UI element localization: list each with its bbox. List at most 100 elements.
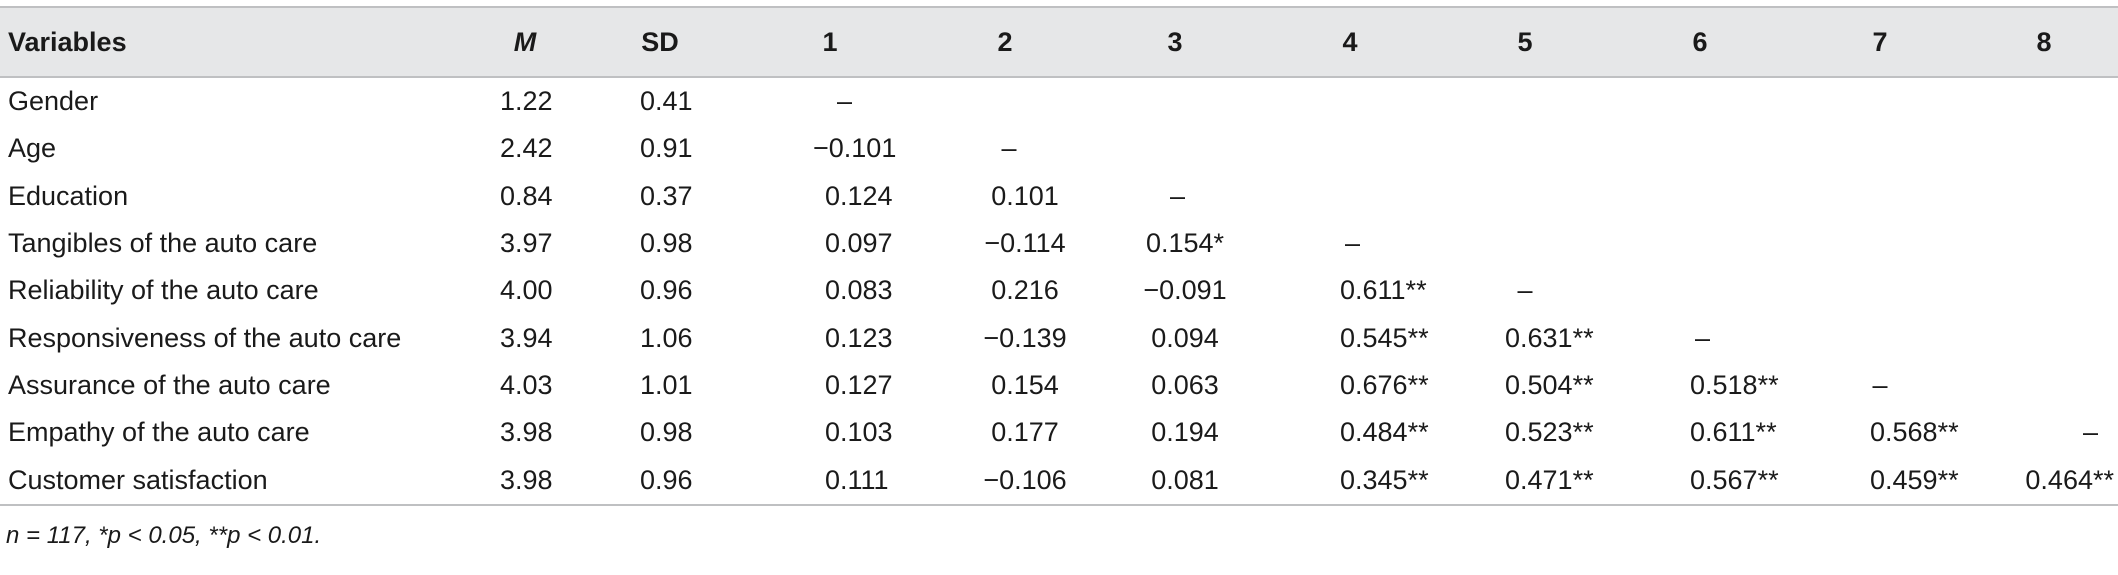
mean-cell: 3.98 — [500, 417, 553, 448]
sd-cell: 0.98 — [640, 417, 693, 448]
correlation-cell-5: 0.631** — [1505, 322, 1594, 353]
mean-cell: 1.22 — [500, 86, 553, 117]
correlation-cell-1: 0.083 — [825, 275, 893, 306]
correlation-cell-4 — [1260, 77, 1440, 125]
correlation-cell-6: 0.567** — [1610, 456, 1790, 506]
correlation-cell-8 — [1970, 362, 2118, 409]
mean-cell: 3.97 — [500, 228, 553, 259]
correlation-cell-6: – — [1694, 322, 1711, 353]
correlation-cell-5: – — [1517, 275, 1533, 306]
table-footnote: n = 117, *p < 0.05, **p < 0.01. — [6, 521, 322, 549]
mean-cell: 2.42 — [500, 133, 553, 164]
table-header: Variables M SD 1 2 3 4 5 6 7 8 — [0, 6, 2118, 78]
sd-cell: 0.96 — [640, 275, 693, 306]
header-col-1: 1 — [740, 6, 920, 78]
correlation-cell-5: 0.523** — [1505, 417, 1594, 448]
variable-name: Education — [8, 180, 129, 211]
mean-cell: 3.94 — [500, 322, 553, 353]
header-variables: Variables — [0, 6, 470, 78]
correlation-cell-3 — [1090, 125, 1260, 172]
mean-cell: 4.03 — [500, 369, 553, 400]
correlation-cell-3: −0.091 — [1143, 275, 1227, 306]
sd-cell: 0.96 — [580, 456, 740, 506]
header-col-3: 3 — [1090, 6, 1260, 78]
variable-name: Tangibles of the auto care — [8, 228, 318, 259]
table-row: Education 0.84 0.37 0.124 0.101 – — [0, 173, 2118, 220]
correlation-cell-7: 0.568** — [1870, 417, 1959, 448]
correlation-cell-3 — [1090, 77, 1260, 125]
correlation-cell-2 — [920, 77, 1090, 125]
mean-cell: 4.00 — [500, 275, 553, 306]
correlation-table-container: Variables M SD 1 2 3 4 5 6 7 8 Gender 1.2… — [0, 6, 2118, 549]
correlation-cell-3: 0.081 — [1090, 456, 1260, 506]
correlation-cell-3: 0.063 — [1151, 369, 1219, 400]
correlation-cell-5: 0.504** — [1505, 369, 1594, 400]
sd-cell: 0.91 — [640, 133, 693, 164]
correlation-cell-7 — [1790, 77, 1970, 125]
correlation-cell-4: 0.345** — [1260, 456, 1440, 506]
correlation-cell-3: – — [1169, 180, 1186, 211]
correlation-cell-2: – — [1001, 133, 1017, 164]
correlation-cell-1: – — [837, 86, 853, 117]
mean-cell: 3.98 — [470, 456, 580, 506]
correlation-cell-4 — [1260, 125, 1440, 172]
correlation-table: Variables M SD 1 2 3 4 5 6 7 8 Gender 1.2… — [0, 6, 2118, 506]
correlation-cell-6 — [1610, 220, 1790, 267]
correlation-cell-5 — [1440, 77, 1610, 125]
correlation-cell-5: 0.471** — [1440, 456, 1610, 506]
correlation-cell-5 — [1440, 220, 1610, 267]
correlation-cell-6 — [1610, 77, 1790, 125]
correlation-cell-7 — [1790, 173, 1970, 220]
table-row: Gender 1.22 0.41 – — [0, 77, 2118, 125]
correlation-cell-3: 0.094 — [1151, 322, 1219, 353]
correlation-cell-7: 0.459** — [1790, 456, 1970, 506]
header-col-4: 4 — [1260, 6, 1440, 78]
correlation-cell-4: 0.484** — [1340, 417, 1429, 448]
header-col-2: 2 — [920, 6, 1090, 78]
correlation-cell-8 — [1970, 267, 2118, 314]
correlation-cell-1: 0.103 — [825, 417, 893, 448]
correlation-cell-8 — [1970, 77, 2118, 125]
correlation-cell-1: 0.111 — [740, 456, 920, 506]
correlation-cell-7 — [1790, 220, 1970, 267]
correlation-cell-8 — [1970, 220, 2118, 267]
correlation-cell-8: 0.464** — [1970, 456, 2118, 506]
correlation-cell-8: – — [2082, 417, 2098, 448]
header-col-6: 6 — [1610, 6, 1790, 78]
correlation-cell-2: 0.154 — [991, 369, 1059, 400]
variable-name: Assurance of the auto care — [8, 369, 331, 400]
correlation-cell-8 — [1970, 314, 2118, 361]
correlation-cell-4: 0.545** — [1340, 322, 1429, 353]
correlation-cell-4: 0.611** — [1340, 275, 1427, 306]
sd-cell: 0.41 — [640, 86, 693, 117]
variable-name: Reliability of the auto care — [8, 275, 319, 306]
variable-name: Customer satisfaction — [0, 456, 470, 506]
correlation-cell-4: 0.676** — [1340, 369, 1429, 400]
sd-cell: 0.98 — [640, 228, 693, 259]
correlation-cell-7 — [1790, 267, 1970, 314]
variable-name: Age — [8, 133, 57, 164]
header-mean: M — [470, 6, 580, 78]
correlation-cell-6 — [1610, 267, 1790, 314]
correlation-cell-7 — [1790, 314, 1970, 361]
correlation-cell-2: −0.106 — [920, 456, 1090, 506]
correlation-cell-6 — [1610, 125, 1790, 172]
variable-name: Responsiveness of the auto care — [8, 322, 402, 353]
variable-name: Empathy of the auto care — [8, 417, 310, 448]
header-col-5: 5 — [1440, 6, 1610, 78]
correlation-cell-2: −0.114 — [984, 228, 1066, 259]
correlation-cell-6: 0.518** — [1690, 369, 1779, 400]
header-row: Variables M SD 1 2 3 4 5 6 7 8 — [0, 6, 2118, 78]
table-row: Customer satisfaction 3.98 0.96 0.111 −0.106… — [0, 456, 2118, 506]
correlation-cell-2: 0.177 — [991, 417, 1059, 448]
table-row: Age 2.42 0.91 −0.101 – — [0, 125, 2118, 172]
mean-cell: 0.84 — [500, 180, 553, 211]
correlation-cell-6 — [1610, 173, 1790, 220]
correlation-cell-5 — [1440, 125, 1610, 172]
table-row: Responsiveness of the auto care 3.94 1.06 0… — [0, 314, 2118, 361]
correlation-cell-5 — [1440, 173, 1610, 220]
correlation-cell-1: 0.123 — [825, 322, 893, 353]
correlation-cell-2: 0.101 — [991, 180, 1059, 211]
header-col-8: 8 — [1970, 6, 2118, 78]
correlation-cell-3: 0.194 — [1151, 417, 1219, 448]
